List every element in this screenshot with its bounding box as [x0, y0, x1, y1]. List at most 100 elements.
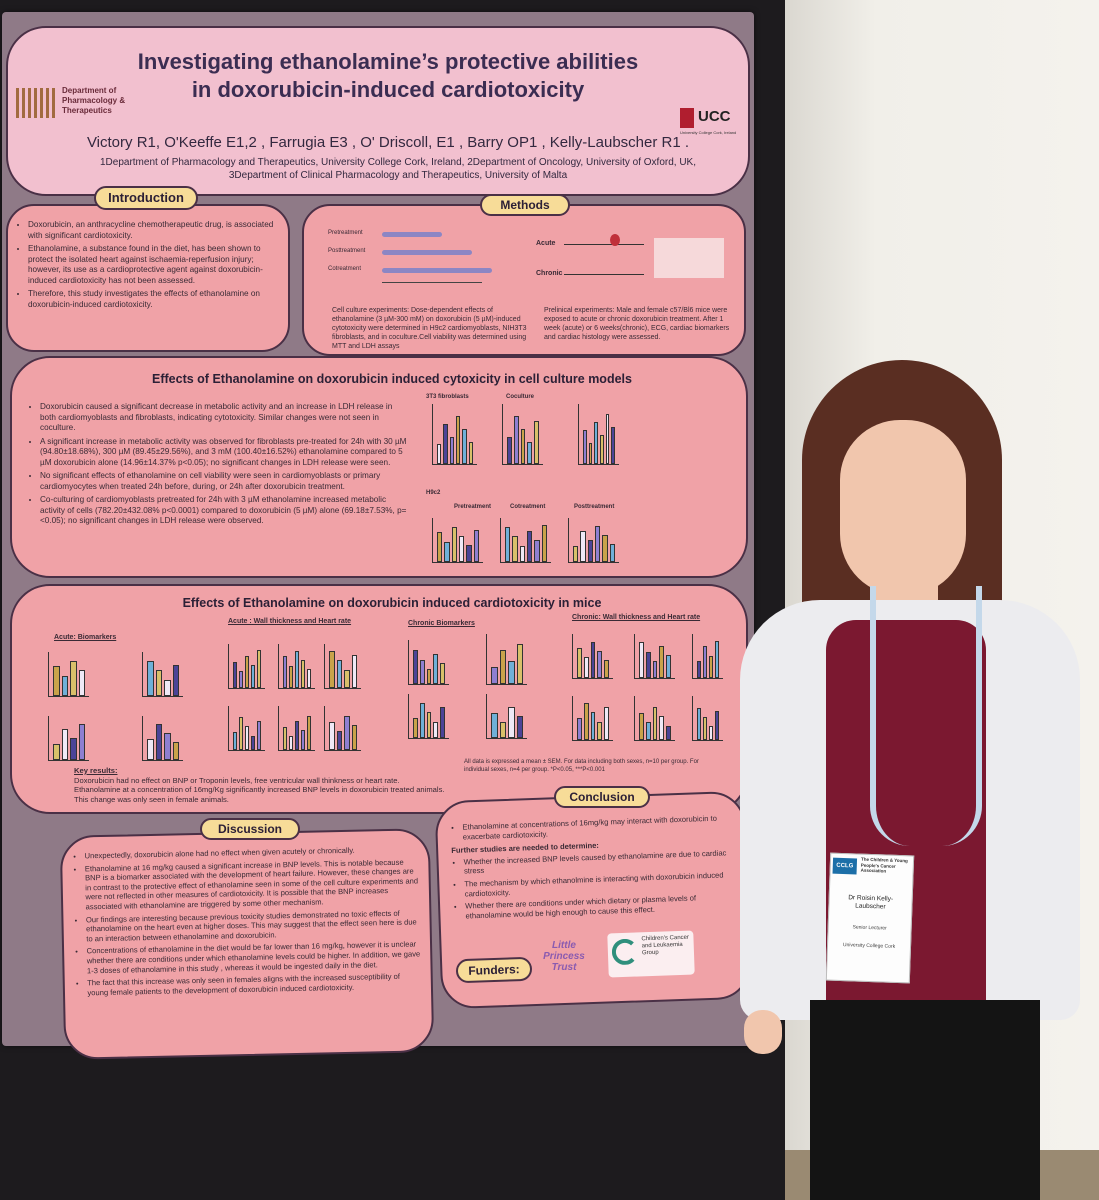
cell-bullet: Doxorubicin caused a significant decreas…: [40, 402, 408, 434]
mini-bar: [440, 663, 445, 684]
mini-bar: [507, 437, 512, 464]
mini-bar: [70, 660, 77, 696]
mini-bar: [245, 726, 249, 750]
mini-bar: [233, 732, 237, 750]
mini-bar: [659, 646, 665, 678]
mini-bar: [444, 541, 450, 562]
mini-bar-chart: [408, 640, 449, 685]
conclusion-text: Ethanolamine at concentrations of 16mg/k…: [450, 813, 737, 924]
mini-bar: [301, 730, 305, 750]
mini-bar: [437, 532, 443, 562]
mini-bar: [534, 421, 539, 464]
pharmacology-logo-mark: [16, 88, 56, 118]
badge-org-full: The Children & Young People's Cancer Ass…: [860, 856, 908, 874]
mini-bar: [652, 660, 658, 678]
cclg-funder-logo: Children's Cancer and Leukaemia Group: [607, 930, 695, 978]
mini-bar: [491, 712, 498, 738]
methods-mice-timeline: Acute Chronic: [536, 234, 736, 294]
mini-bar: [426, 712, 432, 738]
mini-bar-chart: [634, 634, 675, 679]
mini-bar: [499, 722, 506, 738]
mini-bar: [433, 721, 439, 738]
mice-label: Acute: Biomarkers: [54, 634, 117, 641]
little-princess-trust-logo: Little Princess Trust: [543, 940, 585, 973]
mini-bar: [600, 434, 604, 464]
mini-bar-chart: [432, 518, 483, 563]
mini-bar-chart: [578, 404, 619, 465]
mini-bar: [491, 666, 498, 684]
mini-bar: [61, 675, 68, 696]
mini-bar-chart: [568, 518, 619, 563]
mini-bar: [451, 526, 457, 562]
mini-bar: [413, 650, 418, 684]
mini-bar: [583, 703, 589, 740]
mini-bar: [456, 415, 461, 464]
cell-bullet: A significant increase in metabolic acti…: [40, 437, 408, 469]
mini-bar: [709, 726, 713, 740]
mini-bar: [413, 718, 418, 738]
methods-heading: Methods: [480, 194, 570, 216]
mini-bar-chart: [278, 644, 315, 689]
intro-bullet: Doxorubicin, an anthracycline chemothera…: [28, 220, 278, 241]
mini-bar: [703, 646, 707, 678]
mice-note: All data is expressed a mean ± SEM. For …: [464, 759, 699, 773]
mini-bar: [239, 670, 243, 688]
mini-bar: [639, 642, 644, 678]
mini-bar: [443, 423, 448, 464]
mini-bar: [283, 726, 287, 750]
mini-bar: [541, 525, 547, 562]
funders-label: Funders:: [455, 956, 533, 984]
mini-bar: [351, 725, 357, 750]
mini-bar: [147, 661, 154, 696]
mini-bar: [590, 712, 596, 740]
mini-bar: [639, 712, 644, 740]
lanyard: [870, 586, 982, 846]
mini-bar: [513, 416, 519, 464]
key-results: Key results: Doxorubicin had no effect o…: [74, 766, 454, 804]
mini-bar: [437, 444, 442, 464]
mini-bar-chart: [324, 644, 361, 689]
mini-bar: [505, 527, 511, 562]
mini-bar: [257, 720, 261, 750]
mini-bar: [666, 655, 671, 678]
mini-bar-chart: [692, 634, 723, 679]
mini-bar: [577, 718, 582, 740]
mini-bar: [666, 725, 671, 740]
mini-bar: [53, 666, 60, 696]
mini-bar: [289, 665, 293, 688]
mice-panel: [10, 584, 748, 814]
methods-row-label: Pretreatment: [328, 230, 363, 236]
methods-acute-label: Acute: [536, 240, 556, 247]
mini-bar: [590, 642, 596, 678]
mini-bar: [645, 722, 651, 740]
title-line-1: Investigating ethanolamine’s protective …: [137, 49, 639, 74]
badge-inst: University College Cork: [842, 942, 896, 950]
face: [840, 420, 966, 596]
mini-bar-chart: [634, 696, 675, 741]
mini-bar: [645, 651, 651, 678]
mini-bar: [587, 540, 593, 562]
methods-row-label: Cotreatment: [328, 266, 362, 272]
discussion-bullet: The fact that this increase was only see…: [87, 971, 421, 997]
key-results-2: Ethanolamine at a concentration of 16mg/…: [74, 785, 445, 804]
mini-bar: [652, 707, 658, 740]
mini-bar: [516, 643, 523, 684]
mini-bar: [329, 721, 335, 750]
mini-bar-chart: [486, 694, 527, 739]
mini-bar: [257, 650, 261, 688]
mini-bar: [440, 706, 445, 738]
mini-bar: [351, 654, 357, 688]
mini-bar: [709, 655, 713, 678]
discussion-heading: Discussion: [200, 818, 300, 840]
mini-bar: [53, 744, 60, 760]
ucc-logo-text: UCC: [698, 108, 731, 125]
title-line-2: in doxorubicin-induced cardiotoxicity: [191, 77, 585, 102]
mini-bar: [251, 735, 255, 750]
mini-bar: [307, 715, 311, 750]
discussion-bullet: Concentrations of ethanolamine in the di…: [86, 940, 421, 976]
badge-name: Dr Roisin Kelly-Laubscher: [848, 894, 894, 911]
mini-bar: [703, 716, 707, 740]
mini-bar: [527, 442, 533, 464]
mini-bar: [433, 654, 439, 684]
mini-bar-chart: [572, 696, 613, 741]
